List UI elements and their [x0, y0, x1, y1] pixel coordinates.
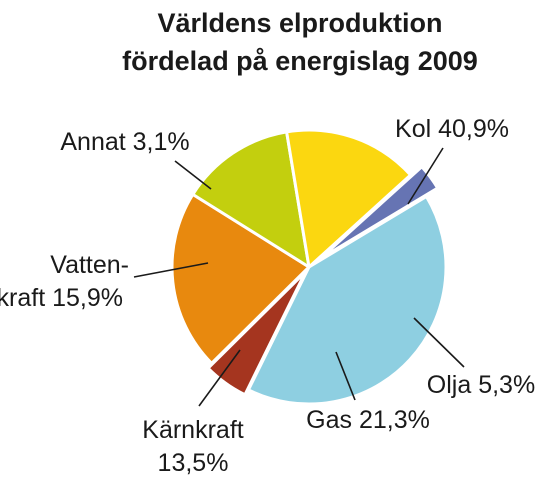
slice-label-olja-line-1: Olja 5,3% [427, 371, 535, 399]
pie-slices [172, 130, 446, 404]
slice-label-annat: Annat 3,1% [60, 128, 189, 156]
slice-label-karnkraft-line-2: 13,5% [158, 449, 229, 477]
slice-label-kol: Kol 40,9% [395, 115, 509, 143]
slice-label-gas: Gas 21,3% [306, 406, 430, 434]
slice-label-karnkraft: Kärnkraft 13,5% [142, 416, 243, 477]
slice-label-vattenkraft-line-1: Vatten- [50, 251, 129, 279]
slice-label-kol-line-1: Kol 40,9% [395, 115, 509, 143]
slice-label-gas-line-1: Gas 21,3% [306, 406, 430, 434]
chart-title-line-1: Världens elproduktion [157, 8, 442, 38]
slice-label-karnkraft-line-1: Kärnkraft [142, 416, 243, 444]
chart-title: Världens elproduktion fördelad på energi… [122, 8, 478, 76]
slice-label-vattenkraft: Vatten-kraft 15,9% [0, 251, 129, 312]
chart-title-line-2: fördelad på energislag 2009 [122, 46, 478, 76]
slice-label-annat-line-1: Annat 3,1% [60, 128, 189, 156]
slice-label-vattenkraft-line-2: kraft 15,9% [0, 284, 123, 312]
slice-label-olja: Olja 5,3% [427, 371, 535, 399]
